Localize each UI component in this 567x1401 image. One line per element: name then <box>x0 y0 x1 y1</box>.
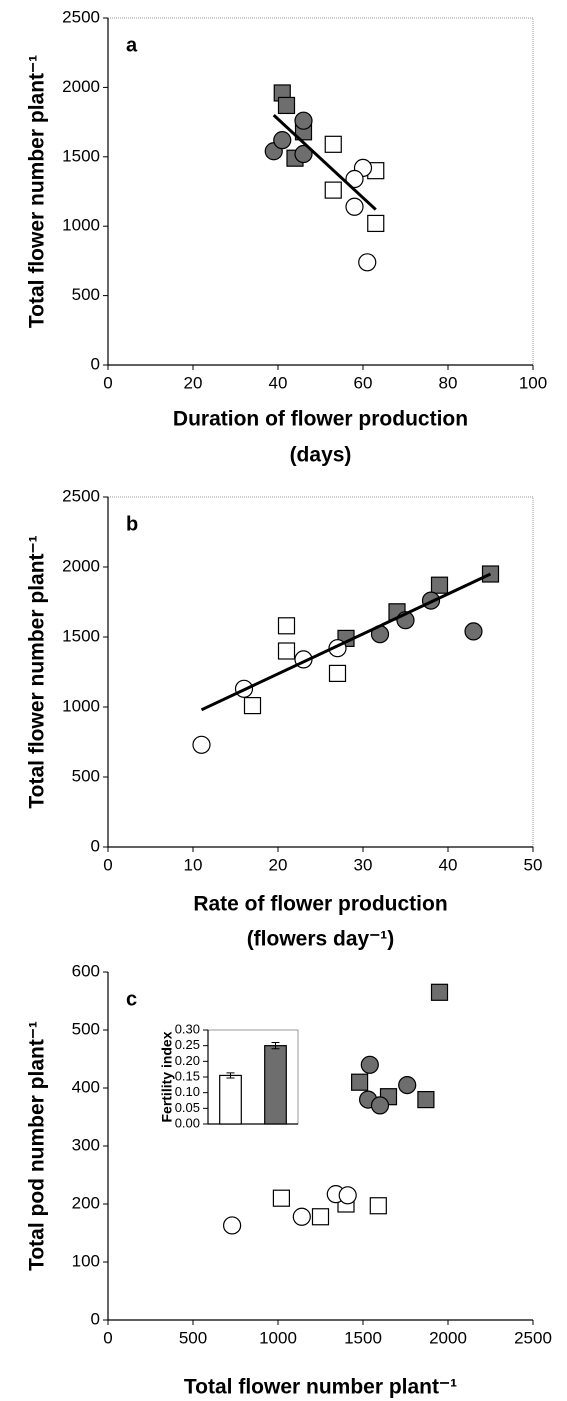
circle-point <box>192 735 211 754</box>
y-tick-label: 0.15 <box>175 1068 200 1083</box>
circle-point <box>292 1207 311 1226</box>
y-tick-label: 0.30 <box>175 1021 200 1036</box>
y-tick-label: 1000 <box>62 696 100 715</box>
y-tick-label: 300 <box>72 1135 100 1154</box>
x-tick-label: 0 <box>103 855 112 874</box>
y-tick-label: 2000 <box>62 77 100 96</box>
y-tick-label: 0.05 <box>175 1100 200 1115</box>
circle-point <box>273 131 292 150</box>
y-tick-label: 0.00 <box>175 1115 200 1130</box>
circle-point <box>294 111 313 130</box>
y-tick-label: 0.10 <box>175 1084 200 1099</box>
y-tick-label: 500 <box>72 766 100 785</box>
x-tick-label: 2000 <box>429 1328 467 1347</box>
square-point <box>324 135 342 153</box>
square-point <box>351 1073 369 1091</box>
x-axis-label: Total flower number plant⁻¹ <box>184 1376 457 1399</box>
x-tick-label: 50 <box>524 855 543 874</box>
y-tick-label: 500 <box>72 1019 100 1038</box>
square-point <box>277 642 296 660</box>
y-tick-label: 200 <box>72 1193 100 1212</box>
x-tick-label: 40 <box>269 373 288 392</box>
y-axis-label: Fertility index <box>159 1031 175 1122</box>
y-tick-label: 1500 <box>62 626 100 645</box>
square-point <box>430 576 449 594</box>
y-tick-label: 2000 <box>62 556 100 575</box>
bar <box>219 1074 242 1125</box>
x-tick-label: 20 <box>269 855 288 874</box>
error-bar <box>271 1042 280 1050</box>
plot-frame <box>107 496 534 848</box>
circle-point <box>360 1055 379 1074</box>
circle-point <box>370 1096 390 1115</box>
square-point <box>277 96 296 115</box>
x-tick-label: 1000 <box>259 1328 297 1347</box>
square-point <box>272 1189 290 1207</box>
y-tick-label: 2500 <box>62 7 100 26</box>
x-axis-label: (flowers day⁻¹) <box>247 928 395 951</box>
plot-frame <box>107 17 534 366</box>
y-axis-label: Total pod number plant⁻¹ <box>26 1021 49 1271</box>
trend-line <box>272 114 377 211</box>
panel-label: c <box>126 988 137 1010</box>
x-axis-label: Duration of flower production <box>173 408 468 431</box>
x-tick-label: 2500 <box>514 1328 552 1347</box>
square-point <box>324 181 342 199</box>
y-tick-label: 1000 <box>62 216 100 235</box>
y-axis-label: Total flower number plant⁻¹ <box>26 55 49 328</box>
y-tick-label: 600 <box>72 961 100 980</box>
x-tick-label: 40 <box>439 855 458 874</box>
square-point <box>369 1197 387 1215</box>
x-axis-label: Rate of flower production <box>193 893 447 916</box>
square-point <box>367 214 385 233</box>
square-point <box>417 1090 435 1109</box>
x-tick-label: 20 <box>184 373 203 392</box>
y-tick-label: 0 <box>91 354 100 373</box>
x-tick-label: 10 <box>184 855 203 874</box>
x-tick-label: 30 <box>354 855 373 874</box>
x-tick-label: 0 <box>103 373 112 392</box>
panel-label: b <box>126 513 138 535</box>
square-point <box>277 617 296 635</box>
y-tick-label: 100 <box>72 1251 100 1270</box>
trend-line <box>200 572 492 712</box>
y-tick-label: 2500 <box>62 486 100 505</box>
circle-point <box>358 253 377 272</box>
y-tick-label: 1500 <box>62 146 100 165</box>
circle-point <box>345 197 364 216</box>
y-tick-label: 0 <box>91 836 100 855</box>
square-point <box>243 696 262 715</box>
circle-point <box>223 1216 242 1235</box>
x-tick-label: 0 <box>103 1328 112 1347</box>
circle-point <box>464 622 483 641</box>
panel-label: a <box>126 34 138 56</box>
x-tick-label: 100 <box>519 373 547 392</box>
circle-point <box>338 1186 357 1205</box>
bar <box>264 1045 287 1125</box>
y-tick-label: 400 <box>72 1077 100 1096</box>
square-point <box>311 1208 330 1226</box>
x-tick-label: 60 <box>354 373 373 392</box>
y-tick-label: 0.20 <box>175 1053 200 1068</box>
x-tick-label: 500 <box>179 1328 207 1347</box>
x-axis-label: (days) <box>290 444 352 467</box>
circle-point <box>398 1075 417 1095</box>
y-tick-label: 0 <box>91 1309 100 1328</box>
square-point <box>328 664 347 683</box>
y-axis-label: Total flower number plant⁻¹ <box>26 535 49 808</box>
circle-point <box>345 169 364 189</box>
y-tick-label: 500 <box>72 285 100 304</box>
x-tick-label: 80 <box>439 373 458 392</box>
error-bar <box>226 1072 235 1079</box>
x-tick-label: 1500 <box>344 1328 382 1347</box>
circle-point <box>294 144 313 164</box>
square-point <box>430 983 449 1001</box>
y-tick-label: 0.25 <box>175 1037 200 1052</box>
